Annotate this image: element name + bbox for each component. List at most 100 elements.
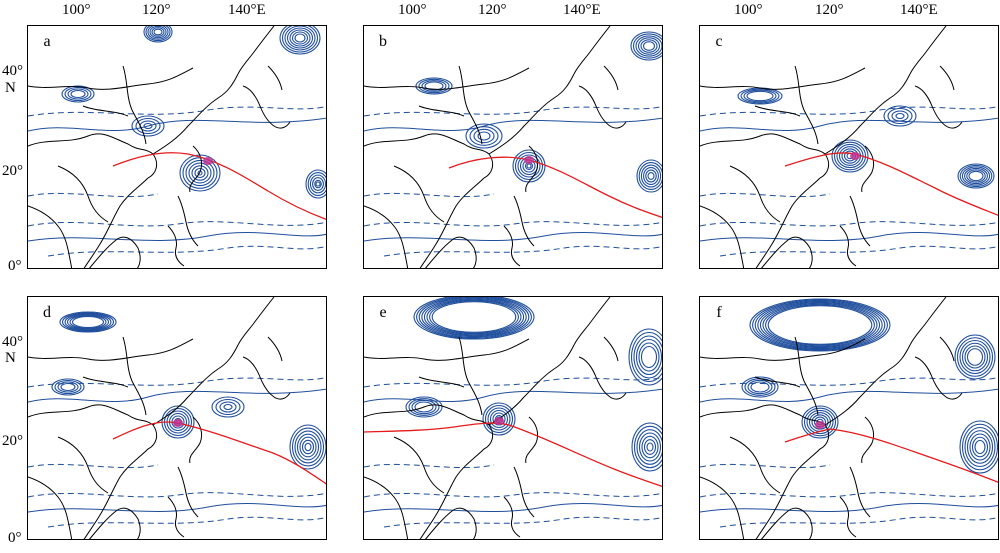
lat-tick-20-bottom: 20° <box>2 433 23 449</box>
eddy-contour-b-4-2 <box>473 128 495 144</box>
dashed-contour-f-1 <box>700 492 998 498</box>
dashed-contour-d-1 <box>28 492 326 498</box>
coastline-f-4 <box>909 297 947 346</box>
eddy-contour-b-3-3 <box>424 81 444 91</box>
eddy-contour-a-2-5 <box>194 167 206 179</box>
eddy-contour-b-3-0 <box>415 77 453 95</box>
eddy-contour-f-2-1 <box>803 407 837 437</box>
coastline-c-12 <box>794 65 819 145</box>
dashed-contour-f-0 <box>700 376 998 388</box>
coastline-a-14 <box>28 205 73 268</box>
eddy-contour-b-0-2 <box>635 35 662 57</box>
typhoon-core-f <box>815 421 825 429</box>
lon-tick-120-c: 120° <box>815 2 844 18</box>
eddy-contour-f-0-0 <box>749 298 891 352</box>
panel-label-e: e <box>372 303 394 323</box>
solid-contour-f-0 <box>700 388 998 403</box>
dashed-contour-e-1 <box>364 492 662 498</box>
eddy-contour-e-1-1 <box>630 331 662 383</box>
coastline-f-13 <box>754 376 801 388</box>
eddy-contour-d-3-3 <box>60 382 76 392</box>
coastline-c-3 <box>824 73 911 155</box>
eddy-contour-f-1-2 <box>959 339 991 375</box>
coastline-c-4 <box>909 26 947 75</box>
eddy-contour-e-2-2 <box>487 407 511 431</box>
eddy-contour-d-1-1 <box>291 427 325 467</box>
eddy-contour-d-0-3 <box>66 314 110 330</box>
coastline-f-2 <box>761 507 813 539</box>
coastline-a-1 <box>83 177 149 268</box>
eddy-contour-b-0-3 <box>637 37 661 55</box>
eddy-contour-a-4-3 <box>70 89 86 99</box>
solid-contour-c-0 <box>700 117 998 132</box>
eddy-contour-c-1-4 <box>966 169 986 183</box>
eddy-contour-b-2-5 <box>647 172 655 180</box>
eddy-contour-f-1-1 <box>956 337 994 377</box>
typhoon-core-a <box>203 157 213 165</box>
eddy-contour-e-1-0 <box>628 328 662 386</box>
map-canvas-f <box>700 297 998 539</box>
coastline-d-1 <box>83 448 149 539</box>
solid-contour-f-1 <box>700 502 998 513</box>
dashed-contour-a-2 <box>47 245 326 257</box>
eddy-contour-e-4-2 <box>411 399 437 415</box>
eddy-contour-a-5-1 <box>135 117 161 135</box>
solid-contour-d-1 <box>28 502 326 513</box>
coastline-f-11 <box>729 436 781 494</box>
eddy-contour-c-3-3 <box>895 112 905 120</box>
dashed-contour-e-2 <box>383 516 662 528</box>
coastline-b-6 <box>578 85 627 129</box>
coastline-d-14 <box>28 476 73 539</box>
lat-tick-40-bottom: 40° <box>2 334 23 350</box>
coastline-d-8 <box>177 466 199 518</box>
eddy-contour-b-2-3 <box>643 166 659 186</box>
coastline-b-12 <box>458 65 483 145</box>
dashed-contour-c-0 <box>700 105 998 117</box>
lat-tick-20-top: 20° <box>2 163 23 179</box>
coastline-d-2 <box>89 507 141 539</box>
eddy-contour-f-0-4 <box>759 302 881 348</box>
eddy-contour-d-4-0 <box>211 396 245 418</box>
coastline-e-6 <box>578 356 627 400</box>
coastline-e-0 <box>364 404 494 450</box>
coastline-d-11 <box>57 436 109 494</box>
coastline-a-10 <box>28 67 194 90</box>
coastline-b-8 <box>513 195 535 247</box>
lon-tick-140-c: 140°E <box>900 2 938 18</box>
eddy-contour-e-0-6 <box>429 300 519 334</box>
eddy-contour-d-0-2 <box>64 313 112 331</box>
eddy-contour-d-1-2 <box>294 430 322 464</box>
eddy-contour-d-1-6 <box>304 442 312 452</box>
eddy-contour-a-1-3 <box>286 27 314 49</box>
coastline-e-13 <box>418 376 465 388</box>
coastline-c-10 <box>700 67 866 90</box>
solid-contour-b-0 <box>364 117 662 132</box>
lon-tick-120-b: 120° <box>478 2 507 18</box>
eddy-contour-c-3-0 <box>883 105 917 127</box>
eddy-contour-a-1-1 <box>281 26 319 53</box>
dashed-contour-d-3 <box>28 463 159 469</box>
dashed-contour-a-1 <box>28 221 326 227</box>
eddy-contour-e-4-1 <box>408 398 440 416</box>
eddy-contour-a-3-2 <box>309 174 326 194</box>
solid-contour-a-1 <box>28 231 326 242</box>
coastline-f-0 <box>700 404 830 450</box>
eddy-contour-b-0-0 <box>630 31 662 61</box>
coastline-b-9 <box>503 225 521 267</box>
panel-label-f: f <box>708 303 730 323</box>
dashed-contour-d-2 <box>47 516 326 528</box>
coastline-b-13 <box>418 105 465 117</box>
dashed-contour-b-2 <box>383 245 662 257</box>
eddy-contour-c-2-3 <box>746 90 774 102</box>
eddy-contour-c-0-0 <box>831 139 869 173</box>
eddy-contour-a-1-2 <box>284 26 316 51</box>
coastline-e-1 <box>419 448 485 539</box>
map-panel-c: c <box>699 25 999 269</box>
coastline-b-14 <box>364 205 409 268</box>
eddy-contour-a-1-6 <box>294 33 306 43</box>
map-canvas-e <box>364 297 662 539</box>
eddy-contour-b-3-2 <box>421 80 447 92</box>
eddy-contour-d-1-0 <box>289 424 326 470</box>
eddy-contour-a-0-4 <box>151 27 165 37</box>
eddy-contour-e-0-0 <box>413 297 535 340</box>
